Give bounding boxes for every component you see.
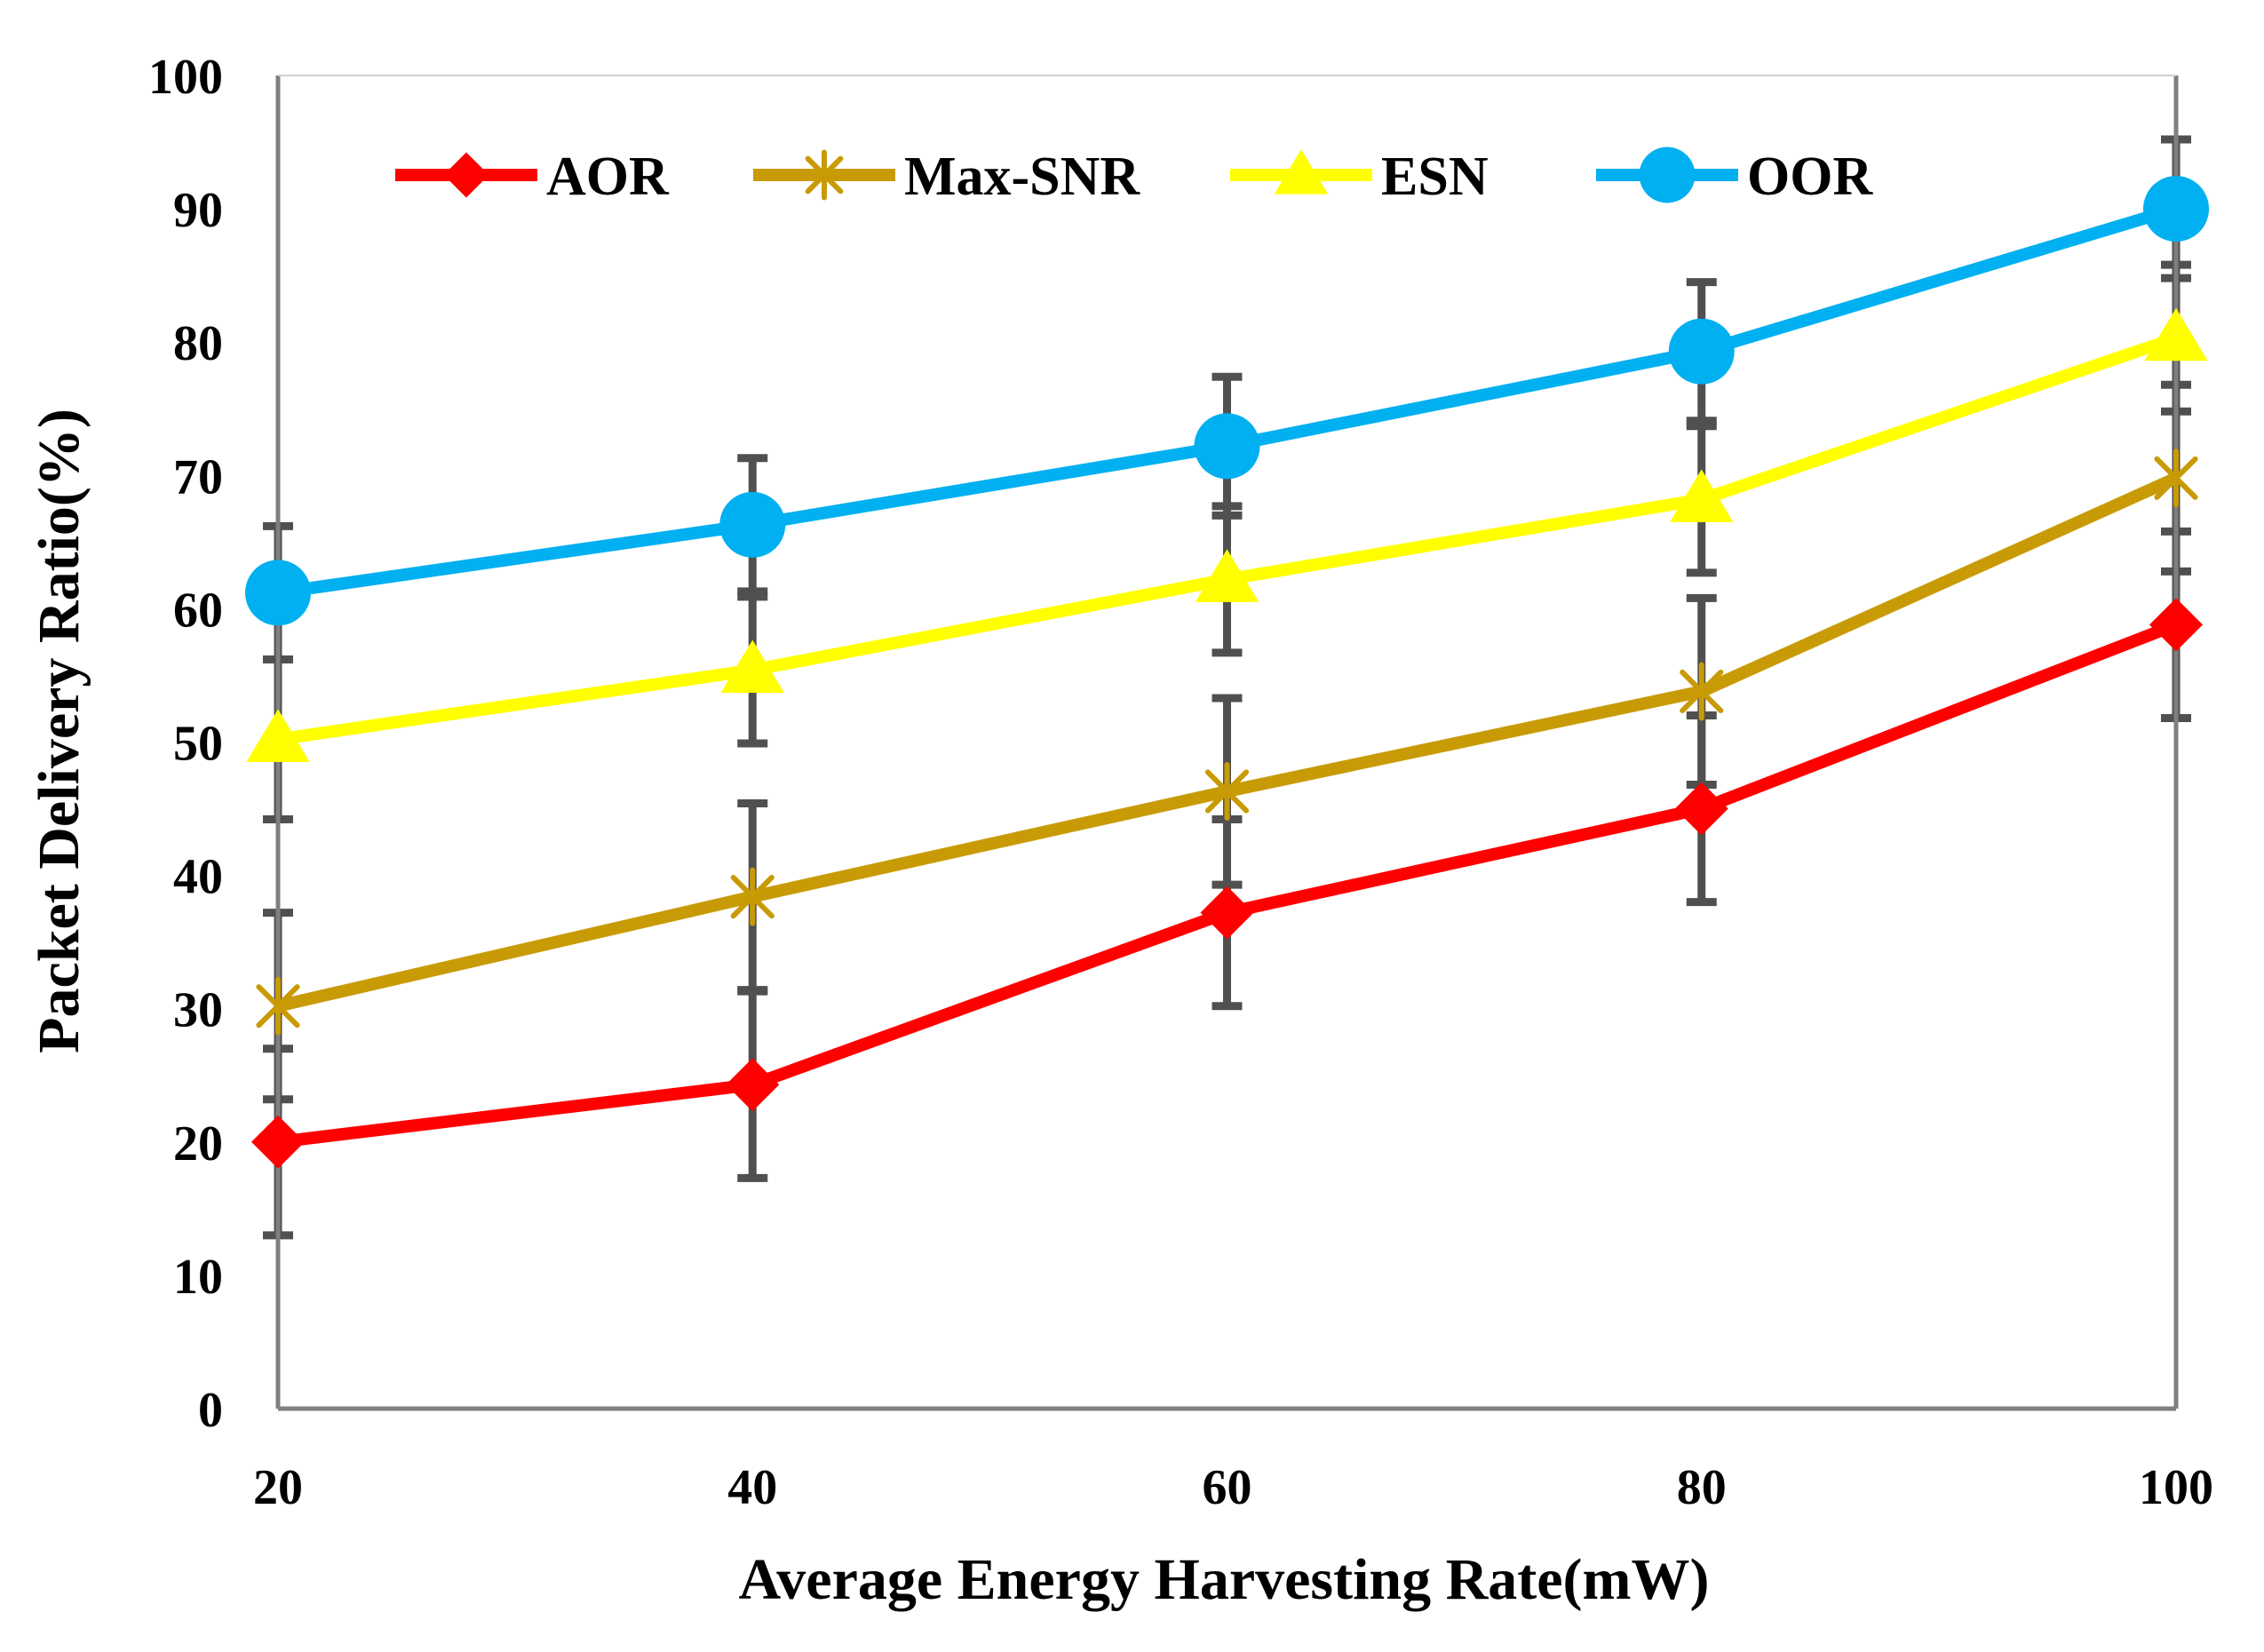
y-tick-label: 40 [173, 850, 223, 905]
y-tick-label: 70 [173, 449, 223, 504]
data-point-oor [2143, 176, 2209, 242]
x-tick-label: 80 [1677, 1460, 1727, 1515]
y-tick-label: 30 [173, 983, 223, 1038]
legend-marker-aor [443, 152, 489, 198]
legend-label-max-snr: Max-SNR [904, 147, 1140, 207]
data-point-max-snr [1680, 662, 1724, 721]
data-point-oor [1668, 318, 1735, 385]
series-lines [245, 176, 2209, 1169]
x-tick-label: 20 [253, 1460, 303, 1515]
y-tick-label: 90 [173, 183, 223, 238]
y-tick-label: 50 [173, 717, 223, 772]
data-point-max-snr [2154, 449, 2198, 508]
legend-label-esn: ESN [1381, 147, 1489, 207]
tick-labels: 0 10 20 30 40 50 60 70 80 90 100 20 40 60 80 100 [148, 50, 2213, 1515]
data-point-aor [251, 1115, 305, 1169]
x-axis-title: Average Energy Harvesting Rate(mW) [739, 1547, 1710, 1612]
y-tick-label: 60 [173, 583, 223, 638]
legend-label-aor: AOR [546, 147, 670, 207]
data-point-aor [726, 1058, 780, 1112]
x-tick-label: 40 [727, 1460, 777, 1515]
data-point-aor [2149, 598, 2203, 652]
data-point-oor [1194, 413, 1260, 480]
y-tick-label: 100 [148, 50, 223, 105]
data-point-max-snr [730, 867, 775, 926]
legend-label-oor: OOR [1747, 147, 1873, 207]
data-point-esn [246, 709, 310, 762]
legend-marker-oor [1639, 147, 1696, 203]
data-point-max-snr [1204, 762, 1250, 822]
legend: AOR Max-SNR ESN OOR [395, 147, 1873, 207]
data-point-esn [1195, 549, 1259, 602]
y-tick-label: 20 [173, 1116, 223, 1171]
data-point-oor [245, 560, 311, 626]
legend-marker-max-snr [805, 149, 844, 201]
y-axis-title: Packet Delivery Ratio(%) [27, 409, 91, 1053]
x-tick-label: 60 [1203, 1460, 1252, 1515]
data-point-esn [720, 639, 784, 693]
error-bars [263, 135, 2191, 1240]
x-tick-label: 100 [2139, 1460, 2213, 1515]
data-point-oor [719, 491, 786, 558]
data-point-esn [1670, 469, 1734, 522]
data-point-aor [1674, 782, 1728, 836]
data-point-aor [1200, 886, 1254, 940]
data-point-esn [2144, 307, 2208, 361]
y-tick-label: 10 [173, 1250, 223, 1305]
y-tick-label: 80 [173, 316, 223, 371]
legend-marker-esn [1274, 149, 1329, 195]
data-point-max-snr [256, 976, 300, 1036]
y-tick-label: 0 [198, 1383, 223, 1438]
